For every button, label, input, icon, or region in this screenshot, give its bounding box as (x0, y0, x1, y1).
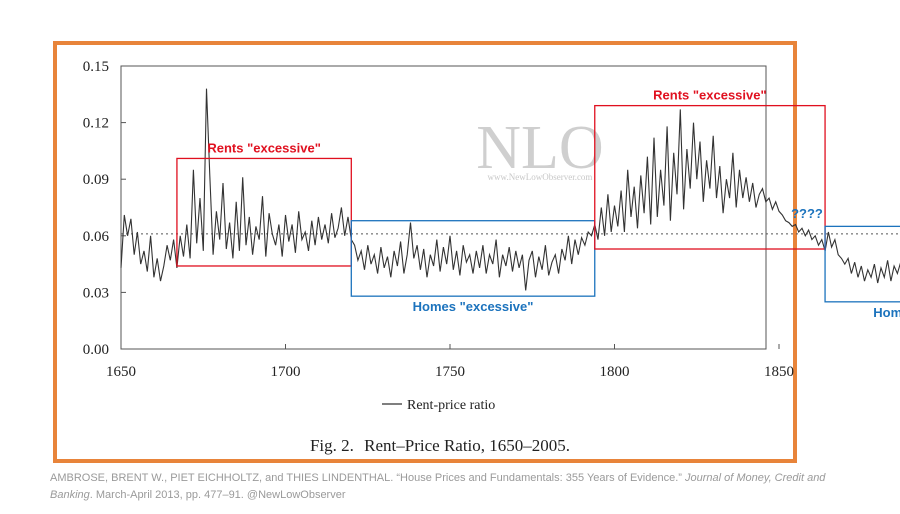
x-axis: 16501700175018001850190019502000 (106, 344, 794, 380)
watermark-sub: www.NewLowObserver.com (488, 172, 593, 182)
x-tick-label: 1800 (600, 364, 630, 380)
x-tick-label: 1700 (271, 364, 301, 380)
x-tick-label: 1850 (764, 364, 794, 380)
watermark: NLO www.NewLowObserver.com (476, 114, 603, 182)
y-tick-label: 0.09 (83, 172, 109, 188)
annotation-boxes: Rents "excessive" Homes "excessive" Rents … (176, 88, 900, 320)
x-tick-label: 1750 (435, 364, 465, 380)
rent-price-chart: NLO www.NewLowObserver.com 0.000.030.060… (83, 59, 900, 455)
annotation-label: Homes "excessive" (873, 305, 900, 320)
legend: Rent-price ratio (382, 398, 495, 413)
watermark-main: NLO (476, 114, 603, 182)
figure-caption: Fig. 2. Rent–Price Ratio, 1650–2005. (310, 436, 570, 455)
y-axis: 0.00 0.03 0.06 0.09 0.12 0.15 (83, 59, 126, 358)
citation-details: . March-April 2013, pp. 477–91. @NewLowO… (89, 489, 346, 501)
annotation-label: Homes "excessive" (413, 299, 534, 314)
citation: AMBROSE, BRENT W., PIET EICHHOLTZ, and T… (50, 470, 850, 504)
annotation-box (594, 104, 826, 250)
plot-area (120, 65, 767, 350)
x-tick-label: 1650 (106, 364, 136, 380)
citation-authors: AMBROSE, BRENT W., PIET EICHHOLTZ, and T… (50, 472, 685, 484)
y-tick-label: 0.15 (83, 59, 109, 75)
legend-label: Rent-price ratio (407, 398, 495, 413)
annotation-box (176, 157, 352, 267)
y-tick-label: 0.06 (83, 229, 110, 245)
series-line-rent-price-ratio (120, 88, 900, 291)
y-tick-label: 0.03 (83, 285, 109, 301)
annotation-label: Rents "excessive" (653, 88, 767, 103)
question-label: ???? (791, 206, 823, 221)
y-tick-label: 0.00 (83, 342, 109, 358)
citation-journal: Journal of Money, Credit and Banking (50, 472, 826, 501)
caption-prefix: Fig. 2. (310, 436, 354, 455)
y-tick-label: 0.12 (83, 116, 109, 132)
annotation-label: Rents "excessive" (207, 140, 321, 155)
chart-frame (53, 41, 797, 463)
caption-title: Rent–Price Ratio, 1650–2005. (364, 436, 570, 455)
annotation-box (350, 220, 596, 297)
annotation-box (824, 225, 900, 303)
